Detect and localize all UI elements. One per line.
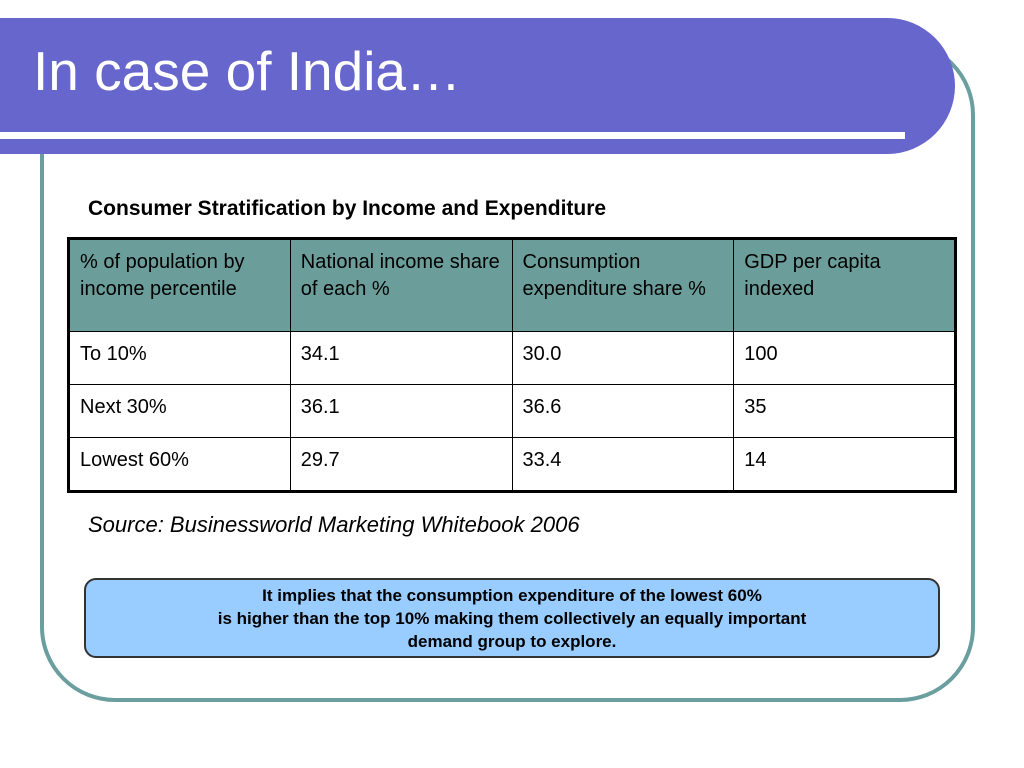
cell-income-share: 36.1 (289, 384, 513, 438)
table-row: To 10% 34.1 30.0 100 (68, 331, 956, 385)
cell-income-share: 34.1 (289, 331, 513, 385)
callout-line: is higher than the top 10% making them c… (217, 608, 807, 628)
cell-consumption-share: 33.4 (511, 437, 735, 492)
title-underline (0, 132, 905, 139)
header-population-percentile: % of population by income percentile (68, 238, 291, 332)
header-gdp-per-capita-indexed: GDP per capita indexed (733, 238, 956, 332)
callout-line: It implies that the consumption expendit… (262, 585, 762, 605)
callout-text: It implies that the consumption expendit… (218, 584, 807, 653)
title-band (0, 18, 955, 154)
cell-consumption-share: 36.6 (511, 384, 735, 438)
cell-income-share: 29.7 (289, 437, 513, 492)
callout-box: It implies that the consumption expendit… (84, 578, 940, 658)
table-row: Lowest 60% 29.7 33.4 14 (68, 437, 956, 492)
callout-line: demand group to explore. (407, 631, 617, 651)
cell-percentile: Next 30% (68, 384, 291, 438)
cell-percentile: Lowest 60% (68, 437, 291, 492)
table-row: Next 30% 36.1 36.6 35 (68, 384, 956, 438)
cell-gdp-index: 100 (733, 331, 956, 385)
cell-gdp-index: 35 (733, 384, 956, 438)
stratification-table: % of population by income percentile Nat… (67, 237, 957, 493)
source-citation: Source: Businessworld Marketing Whiteboo… (88, 512, 580, 537)
header-consumption-expenditure-share: Consumption expenditure share % (511, 238, 735, 332)
page-title: In case of India… (33, 40, 462, 102)
cell-consumption-share: 30.0 (511, 331, 735, 385)
cell-gdp-index: 14 (733, 437, 956, 492)
table-header-row: % of population by income percentile Nat… (68, 238, 956, 332)
header-national-income-share: National income share of each % (289, 238, 513, 332)
table-caption: Consumer Stratification by Income and Ex… (88, 197, 607, 220)
cell-percentile: To 10% (68, 331, 291, 385)
